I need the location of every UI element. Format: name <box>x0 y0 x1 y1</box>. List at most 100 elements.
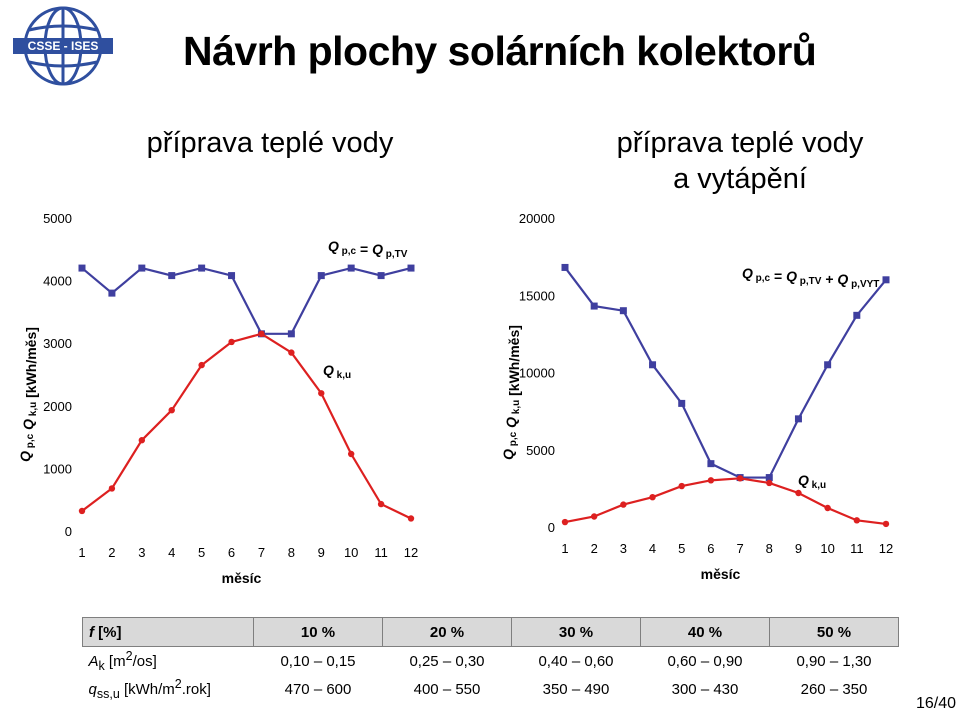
data-point-qpc <box>228 272 236 280</box>
x-tick-label: 5 <box>678 541 685 556</box>
data-point-qpc <box>853 311 861 319</box>
data-point-qku <box>620 501 627 508</box>
table-cell: 350 – 490 <box>542 680 610 698</box>
data-point-qku <box>288 349 295 356</box>
data-point-qku <box>108 485 116 492</box>
data-point-qpc <box>649 361 657 369</box>
data-point-qpc <box>678 399 686 407</box>
csse-ises-logo: CSSE - ISES <box>8 4 118 89</box>
data-point-qpc <box>794 415 802 423</box>
data-point-qku <box>258 330 265 338</box>
x-tick-label: 11 <box>374 545 388 560</box>
annotation-qku: Q k,u <box>323 362 351 381</box>
page-number: 16/40 <box>915 695 956 712</box>
x-tick-label: 12 <box>404 545 418 560</box>
data-point-qku <box>168 406 175 414</box>
y-tick-label: 2000 <box>43 399 72 414</box>
y-tick-label: 3000 <box>43 336 72 351</box>
page-title: Návrh plochy solárních kolektorů <box>183 28 817 74</box>
table-cell: 0,90 – 1,30 <box>796 652 872 670</box>
annotation-qku: Q k,u <box>798 472 826 491</box>
y-tick-label: 15000 <box>519 288 555 303</box>
data-point-qku <box>882 520 890 528</box>
x-tick-label: 11 <box>850 541 864 556</box>
x-tick-label: 1 <box>78 545 85 560</box>
x-tick-label: 6 <box>707 541 714 556</box>
table-header-cell: 50 % <box>769 617 899 647</box>
y-axis-label: Q p,c Q k,u [kWh/měs] <box>500 325 522 460</box>
x-axis-label: měsíc <box>701 566 741 582</box>
series-line-qku <box>564 477 887 526</box>
chart1-subtitle: příprava teplé vody <box>100 125 440 161</box>
data-point-qku <box>736 475 744 482</box>
table-header-cell: 30 % <box>511 617 641 647</box>
table-header-cell: 40 % <box>640 617 770 647</box>
data-point-qpc <box>882 276 890 284</box>
data-point-qpc <box>138 264 146 272</box>
y-tick-label: 5000 <box>43 211 72 226</box>
annotation-qpc: Q p,c = Q p,TV <box>328 238 408 260</box>
x-tick-label: 2 <box>108 545 115 560</box>
data-point-qpc <box>765 474 773 482</box>
x-tick-label: 10 <box>820 541 834 556</box>
table-cell: 260 – 350 <box>800 680 868 698</box>
data-point-qpc <box>824 361 832 369</box>
data-point-qpc <box>707 460 715 468</box>
table-cell: 470 – 600 <box>284 680 352 698</box>
x-tick-label: 3 <box>620 541 627 556</box>
data-point-qku <box>407 515 415 522</box>
y-tick-label: 20000 <box>519 211 555 226</box>
data-point-qpc <box>377 272 385 280</box>
data-point-qku <box>377 500 385 508</box>
series-line-qpc <box>81 266 412 335</box>
x-tick-label: 2 <box>591 541 598 556</box>
data-point-qpc <box>317 272 325 280</box>
x-tick-label: 7 <box>258 545 265 560</box>
data-point-qpc <box>287 330 295 338</box>
chart1-subtitle-line: příprava teplé vody <box>146 127 394 159</box>
y-tick-label: 5000 <box>526 443 555 458</box>
x-tick-label: 8 <box>288 545 295 560</box>
data-point-qpc <box>198 264 206 272</box>
data-point-qku <box>766 479 773 487</box>
table-cell: 0,40 – 0,60 <box>538 652 614 670</box>
chart2-subtitle-line1: příprava teplé vody <box>616 127 864 159</box>
data-point-qku <box>590 513 598 520</box>
x-tick-label: 9 <box>318 545 325 560</box>
x-tick-label: 12 <box>879 541 893 556</box>
table-cell: 400 – 550 <box>413 680 481 698</box>
data-point-qku <box>707 477 715 484</box>
series-line-qku <box>81 332 412 520</box>
chart2-subtitle: příprava teplé vody a vytápění <box>570 125 910 197</box>
table-cell: 0,60 – 0,90 <box>667 652 743 670</box>
y-tick-label: 0 <box>548 520 555 535</box>
solar-fraction-table: f [%] 10 % 20 % 30 % 40 % 50 % Ak [m2/os… <box>82 617 899 703</box>
x-tick-label: 9 <box>795 541 802 556</box>
data-point-qku <box>824 504 831 512</box>
data-point-qku <box>347 450 355 458</box>
data-point-qku <box>138 437 146 444</box>
data-point-qku <box>198 361 205 369</box>
data-point-qpc <box>347 264 355 272</box>
data-point-qku <box>649 493 656 501</box>
logo-text: CSSE - ISES <box>28 39 99 53</box>
x-tick-label: 10 <box>344 545 358 560</box>
data-point-qku <box>318 390 325 397</box>
table-header-cell: f [%] <box>82 617 254 647</box>
x-tick-label: 3 <box>138 545 145 560</box>
data-point-qpc <box>108 289 116 297</box>
data-point-qku <box>795 489 802 497</box>
data-point-qpc <box>619 307 627 315</box>
y-tick-label: 0 <box>65 524 72 539</box>
y-tick-label: 1000 <box>43 461 72 476</box>
data-point-qku <box>853 517 861 524</box>
x-tick-label: 5 <box>198 545 205 560</box>
x-tick-label: 8 <box>766 541 773 556</box>
table-row-label: qss,u [kWh/m2.rok] <box>88 677 211 701</box>
data-point-qku <box>228 338 235 346</box>
data-point-qku <box>561 518 569 526</box>
x-tick-label: 7 <box>736 541 743 556</box>
data-point-qku <box>78 507 86 515</box>
y-tick-label: 4000 <box>43 274 72 289</box>
